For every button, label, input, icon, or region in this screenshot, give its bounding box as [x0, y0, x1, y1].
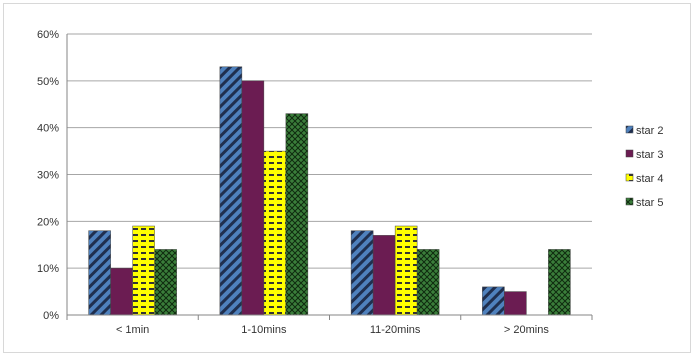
bar-star-4-0 [133, 226, 155, 315]
bar-star-2-0 [89, 231, 111, 315]
bar-star-4-2 [395, 226, 417, 315]
bar-star-5-1 [286, 114, 308, 315]
bar-star-2-1 [220, 67, 242, 315]
bar-star-3-3 [504, 292, 526, 315]
y-tick-label: 20% [37, 216, 59, 228]
bar-star-5-3 [548, 249, 570, 315]
bar-star-3-1 [242, 81, 264, 315]
y-tick-label: 0% [43, 310, 59, 322]
legend-label: star 3 [636, 149, 664, 161]
x-tick-label: < 1min [116, 324, 149, 336]
legend-label: star 5 [636, 197, 664, 209]
bar-star-3-0 [111, 268, 133, 315]
legend-swatch [626, 150, 633, 157]
bar-star-3-2 [373, 235, 395, 315]
bar-chart: 0% 10% 20% 30% 40% 50% 60% < 1min 1-10mins 11-20m… [4, 4, 692, 354]
x-tick-label: 1-10mins [241, 324, 287, 336]
y-tick-label: 30% [37, 170, 59, 182]
chart-frame: 0% 10% 20% 30% 40% 50% 60% < 1min 1-10mins 11-20m… [3, 3, 691, 353]
bar-star-2-3 [482, 287, 504, 315]
y-tick-label: 40% [37, 123, 59, 135]
y-tick-label: 50% [37, 76, 59, 88]
y-tick-label: 60% [37, 29, 59, 41]
legend-swatch [626, 174, 633, 181]
legend-label: star 2 [636, 125, 664, 137]
legend-swatch [626, 198, 633, 205]
bar-star-5-0 [155, 249, 177, 315]
legend-swatch [626, 126, 633, 133]
legend-label: star 4 [636, 173, 664, 185]
x-tick-label: > 20mins [504, 324, 549, 336]
bar-star-2-2 [351, 231, 373, 315]
bar-star-5-2 [417, 249, 439, 315]
x-tick-label: 11-20mins [370, 324, 421, 336]
y-tick-label: 10% [37, 263, 59, 275]
bar-star-4-1 [264, 151, 286, 315]
